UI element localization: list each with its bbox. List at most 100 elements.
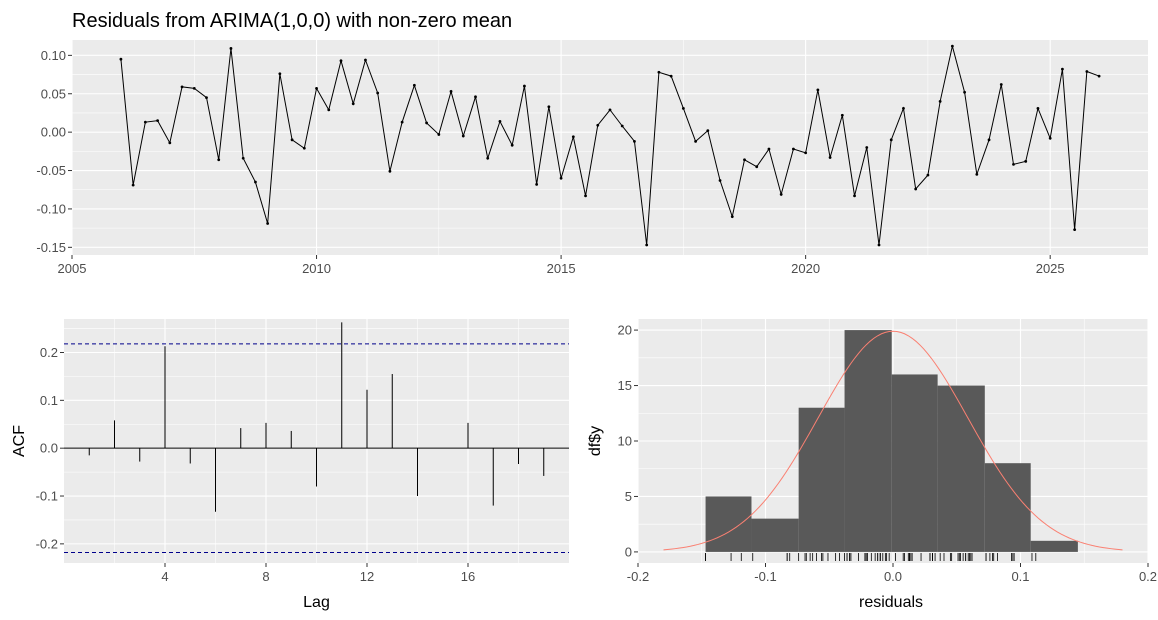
residual-point bbox=[376, 91, 380, 95]
histogram-bar bbox=[984, 463, 1031, 552]
ts-y-tick-label: 0.10 bbox=[41, 48, 66, 63]
histogram-bar bbox=[705, 496, 752, 552]
residual-point bbox=[1024, 159, 1028, 163]
residual-point bbox=[816, 88, 820, 92]
residual-point bbox=[1061, 67, 1064, 71]
residual-point bbox=[584, 194, 587, 198]
ts-gridlines bbox=[71, 35, 1148, 255]
residual-point bbox=[156, 119, 159, 123]
ts-y-tick-label: -0.15 bbox=[36, 240, 66, 255]
residual-point bbox=[792, 147, 795, 151]
residual-point bbox=[1036, 106, 1040, 110]
residual-point bbox=[119, 57, 123, 61]
histogram-bar bbox=[798, 407, 845, 552]
residual-point bbox=[437, 133, 441, 136]
ts-x-tick-label: 2025 bbox=[1036, 261, 1065, 276]
residual-point bbox=[266, 222, 270, 225]
acf-y-tick-label: -0.2 bbox=[36, 536, 58, 551]
residual-point bbox=[840, 113, 844, 117]
residual-point bbox=[963, 90, 966, 94]
hist-x-tick-label: 0.2 bbox=[1139, 569, 1157, 584]
residual-point bbox=[1048, 136, 1052, 140]
acf-x-tick-label: 8 bbox=[262, 569, 269, 584]
residual-point bbox=[889, 138, 893, 142]
residuals-time-series-panel: 2005 2010 2015 2020 2025 0.10 0.05 0.00 -0.05 -0.… bbox=[36, 35, 1148, 276]
acf-y-tick-label: 0.2 bbox=[40, 345, 58, 360]
residual-point bbox=[669, 74, 673, 78]
residuals-histogram-panel: -0.2 -0.1 0.0 0.1 0.2 20 15 10 5 0 residuals df$y bbox=[587, 319, 1157, 611]
hist-y-tick-label: 20 bbox=[618, 323, 632, 338]
ts-y-tick-label: 0.05 bbox=[41, 86, 66, 101]
residual-point bbox=[926, 173, 930, 177]
residual-rug-marks bbox=[705, 553, 1037, 561]
residual-point bbox=[718, 179, 722, 182]
histogram-bars bbox=[705, 330, 1078, 552]
residual-point bbox=[205, 96, 208, 99]
residual-point bbox=[351, 102, 355, 106]
acf-y-axis-title: ACF bbox=[11, 425, 28, 457]
residual-point bbox=[1097, 74, 1101, 78]
residual-point bbox=[694, 139, 697, 143]
residual-point bbox=[400, 120, 404, 124]
acf-x-axis-title: Lag bbox=[303, 594, 330, 611]
residual-point bbox=[596, 123, 600, 127]
residual-point bbox=[535, 182, 539, 186]
ts-axes: 2005 2010 2015 2020 2025 0.10 0.05 0.00 -0.05 -0.… bbox=[36, 48, 1064, 276]
residual-point bbox=[828, 156, 832, 159]
residual-point bbox=[706, 129, 710, 133]
residual-point bbox=[657, 70, 661, 74]
ts-plot-background bbox=[72, 40, 1148, 255]
residual-point bbox=[779, 192, 783, 196]
histogram-bar bbox=[844, 330, 892, 552]
residual-point bbox=[523, 84, 526, 88]
hist-y-tick-label: 15 bbox=[618, 378, 632, 393]
acf-x-tick-label: 12 bbox=[360, 569, 374, 584]
residual-point bbox=[315, 86, 318, 90]
residual-point bbox=[364, 58, 367, 62]
residual-point bbox=[681, 106, 685, 110]
residual-point bbox=[192, 86, 196, 90]
residual-point bbox=[902, 106, 905, 110]
hist-x-tick-label: 0.0 bbox=[884, 569, 902, 584]
acf-confidence-bounds bbox=[64, 343, 569, 553]
chart-title: Residuals from ARIMA(1,0,0) with non-zer… bbox=[72, 10, 512, 32]
residual-point bbox=[474, 95, 477, 99]
residual-point bbox=[1085, 70, 1089, 73]
residual-point bbox=[571, 135, 575, 139]
ts-y-tick-label: -0.10 bbox=[36, 201, 66, 216]
residual-point bbox=[730, 215, 734, 219]
residual-point bbox=[388, 169, 392, 173]
residual-point bbox=[302, 146, 306, 150]
residual-point bbox=[767, 147, 771, 151]
residual-point bbox=[498, 119, 502, 123]
residual-point bbox=[510, 143, 514, 147]
residual-point bbox=[633, 139, 636, 143]
residual-points bbox=[119, 44, 1101, 247]
acf-y-tick-label: -0.1 bbox=[36, 489, 58, 504]
ts-x-tick-label: 2010 bbox=[302, 261, 331, 276]
ts-y-tick-label: -0.05 bbox=[36, 163, 66, 178]
ts-x-tick-label: 2005 bbox=[58, 261, 87, 276]
residual-point bbox=[755, 165, 759, 169]
acf-bars bbox=[64, 322, 569, 512]
residual-point bbox=[1012, 162, 1015, 166]
histogram-bar bbox=[751, 518, 799, 552]
acf-y-tick-label: 0.1 bbox=[40, 393, 58, 408]
residual-point bbox=[608, 108, 612, 112]
residual-point bbox=[620, 124, 624, 128]
histogram-bar bbox=[1030, 540, 1078, 552]
residual-point bbox=[180, 85, 184, 89]
hist-x-tick-label: -0.1 bbox=[754, 569, 776, 584]
residual-point bbox=[938, 100, 942, 103]
residual-point bbox=[278, 72, 282, 76]
residual-point bbox=[999, 83, 1003, 86]
residual-point bbox=[254, 180, 257, 184]
hist-x-axis-title: residuals bbox=[859, 594, 923, 611]
hist-x-tick-label: -0.2 bbox=[627, 569, 649, 584]
ts-x-tick-label: 2020 bbox=[791, 261, 820, 276]
histogram-bar bbox=[891, 374, 938, 552]
residual-point bbox=[290, 138, 294, 142]
hist-y-tick-label: 5 bbox=[625, 489, 632, 504]
residual-point bbox=[559, 176, 563, 180]
